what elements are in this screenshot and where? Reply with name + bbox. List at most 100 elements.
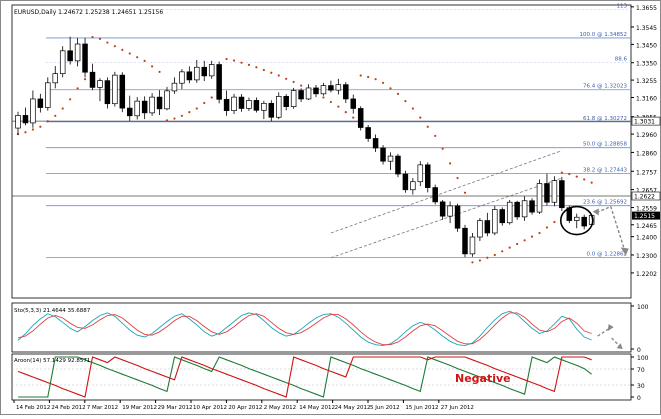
candle-body [179,71,185,84]
candle-body [357,108,364,128]
candle-body [335,84,342,91]
aroon-tick-label: 100 [637,355,649,362]
candle-body [506,201,513,224]
x-tick-label: 2 May 2012 [264,405,296,411]
sar-dot [277,74,280,77]
stochastic-title: Sto(5,3,3) 21.4644 35.6887 [14,308,91,314]
sar-dot [553,220,556,224]
candle-body [22,115,29,124]
candle-body [97,80,103,88]
candle-body [45,82,51,108]
sar-dot [337,105,340,108]
candle-body [454,205,461,229]
sar-dot [322,96,325,99]
fib-extension-label: 113 [617,4,628,10]
candle-body [15,115,21,129]
candle-body [410,181,416,191]
sar-dot [128,52,131,55]
candle-body [320,85,327,95]
price-panel-frame [11,4,632,299]
candle-body [313,87,319,95]
sar-dot [523,239,526,242]
fib-level-label: 38.2 @ 1.27443 [583,168,627,174]
sar-dot [478,259,481,262]
candle-body [484,220,491,234]
candle-body [536,183,543,213]
candle-body [208,64,215,77]
candle-body [223,98,230,112]
fib-level-label: 61.8 @ 1.30272 [583,116,627,122]
sar-dot [419,116,422,119]
aroon-tick-label: 30 [637,383,645,390]
sar-dot [39,125,42,128]
x-tick-label: 24 May 2012 [335,405,371,411]
sar-dot [195,107,198,110]
sar-dot [76,87,79,90]
sar-dot [203,101,206,105]
sar-dot [136,56,139,59]
x-tick-label: 5 Jun 2012 [370,405,400,411]
y-tick-label: 1.3655 [636,5,657,12]
candle-body [477,220,483,238]
candle-body [104,80,111,105]
candle-body [37,98,44,108]
sto-forecast-arrow-head-2 [616,343,623,350]
x-tick-label: 24 Feb 2012 [51,405,85,411]
candle-body [141,100,148,114]
sar-dot [359,74,362,77]
fib-level-label: 100.0 @ 1.34852 [580,32,628,38]
candle-body [194,66,200,81]
candle-body [283,96,289,107]
aroon-tick-label: 0 [637,395,641,402]
channel-lower-line [330,177,562,259]
y-tick-label: 1.3255 [636,78,657,85]
aroon-aroon-up-line [18,356,592,398]
y-tick-label: 1.3450 [636,42,657,49]
sar-dot [46,120,49,123]
candle-body [268,102,275,118]
candle-body [432,187,438,203]
sar-dot [411,107,414,110]
sar-dot [441,147,444,150]
sar-dot [24,131,27,134]
candle-body [30,98,36,124]
sar-dot [516,242,519,246]
sto-forecast-arrow-head [607,324,614,332]
candle-body [164,90,170,110]
candle-body [380,147,386,162]
sar-dot [449,162,452,165]
x-tick-label: 7 Mar 2012 [87,405,118,411]
fib-level-label: 76.4 @ 1.32023 [583,84,627,90]
x-tick-label: 10 Apr 2012 [193,405,227,411]
candle-body [328,85,334,91]
sar-dot [188,111,191,114]
sar-dot [486,256,489,259]
candle-body [529,200,535,213]
y-tick-label: 1.2657 [636,188,657,195]
sar-dot [292,80,295,84]
candle-body [119,74,126,109]
aroon-tick-label: 70 [637,367,645,374]
current-price-box [632,211,660,220]
candle-body [439,201,446,217]
y-tick-label: 1.2465 [636,223,657,230]
candle-body [59,50,66,75]
sar-dot [471,261,474,264]
aroon-title: Aroon(14) 57.1429 92.8571 [14,358,90,364]
sar-dot [98,37,102,40]
x-tick-label: 20 Apr 2012 [228,405,262,411]
y-tick-label: 1.2559 [636,206,657,213]
sar-dot [396,92,400,95]
sar-dot [545,226,549,229]
sar-dot [31,128,34,131]
candle-body [365,127,371,139]
stochastic-panel-frame [11,302,632,353]
sar-dot [262,68,265,72]
x-tick-label: 15 Jun 2012 [405,405,438,411]
sar-dot [54,114,57,117]
fib-extension-label: 88.6 [615,56,628,62]
candle-body [559,180,565,209]
x-tick-label: 19 Mar 2012 [122,405,157,411]
